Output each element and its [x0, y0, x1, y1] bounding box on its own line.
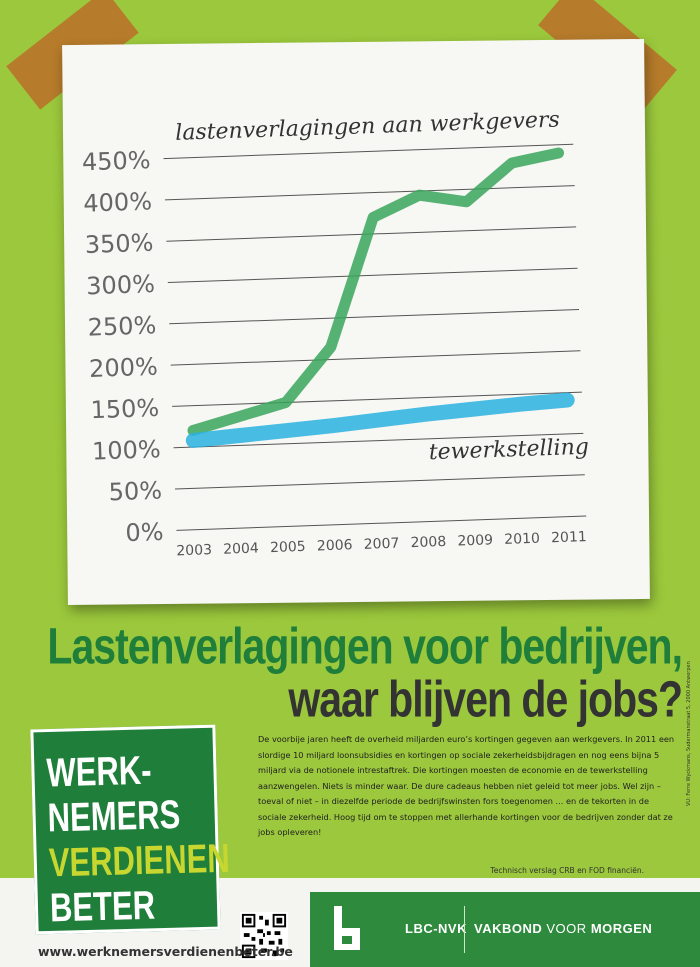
body-paragraph: De voorbije jaren heeft de overheid milj…	[258, 734, 675, 837]
campaign-badge: WERK- NEMERS VERDIENEN BETER	[30, 724, 231, 935]
y-tick-label: 300%	[86, 270, 156, 300]
x-tick-label: 2003	[176, 542, 212, 559]
logo-mark	[310, 892, 383, 967]
y-tick-label: 150%	[90, 394, 160, 424]
series-label: tewerkstelling	[428, 435, 589, 466]
chart-body: 0% 50% 100% 150% 200% 250% 300% 350% 400% 450% 200…	[81, 107, 589, 559]
series-line	[185, 392, 575, 448]
tag-part-2: VOOR	[546, 921, 587, 936]
grid-line	[169, 308, 580, 325]
tag-part-1: VAKBOND	[474, 921, 543, 936]
publisher-note: VU: Ferre Wyckmans, Sudermanstraat 5, 20…	[686, 661, 692, 806]
series-label: lastenverlagingen aan werkgevers	[175, 107, 560, 145]
y-tick-label: 100%	[92, 435, 162, 465]
x-tick-label: 2010	[504, 531, 540, 548]
grid-line	[172, 391, 582, 407]
badge-line-2: NEMERS	[47, 791, 181, 841]
y-tick-label: 250%	[87, 311, 157, 341]
union-tagline: VAKBOND VOOR MORGEN	[474, 921, 652, 936]
grid-line	[170, 350, 581, 366]
y-tick-label: 350%	[84, 229, 154, 259]
x-tick-label: 2009	[457, 532, 493, 549]
y-tick-label: 450%	[81, 146, 151, 176]
y-tick-label: 50%	[108, 476, 162, 506]
x-tick-label: 2007	[363, 536, 399, 553]
y-tick-label: 200%	[89, 353, 159, 383]
series-line	[187, 147, 565, 437]
grid-line	[164, 185, 575, 201]
y-tick-label: 0%	[125, 518, 164, 547]
x-tick-label: 2008	[410, 534, 446, 551]
badge-line-1: WERK-	[45, 747, 153, 796]
x-tick-label: 2005	[270, 539, 306, 556]
union-name: LBC-NVK	[405, 921, 467, 936]
headline-line-1: Lastenverlagingen voor bedrijven,	[47, 617, 683, 675]
grid-line	[173, 432, 584, 449]
grid-line	[176, 515, 587, 531]
grid-line	[163, 143, 574, 160]
qr-code-icon[interactable]	[240, 912, 288, 960]
logo-bar: LBC-NVK VAKBOND VOOR MORGEN	[383, 892, 700, 967]
grid-line	[167, 267, 578, 283]
y-tick-label: 400%	[83, 187, 153, 217]
line-chart: 0% 50% 100% 150% 200% 250% 300% 350% 400% 450% 200…	[81, 107, 589, 559]
logo-divider	[464, 906, 465, 953]
badge-line-3: VERDIENEN	[48, 835, 231, 886]
x-tick-label: 2004	[223, 540, 259, 557]
website-link[interactable]: www.werknemersverdienenbeter.be	[38, 944, 293, 959]
x-tick-label: 2006	[317, 537, 353, 554]
headline-line-2: waar blijven de jobs?	[288, 670, 683, 728]
grid-line	[175, 474, 585, 490]
union-logo-icon	[334, 906, 360, 950]
badge-line-4: BETER	[49, 882, 156, 931]
source-note: Technisch verslag CRB en FOD financiën.	[490, 866, 644, 875]
tag-part-3: MORGEN	[590, 921, 653, 936]
x-tick-label: 2011	[551, 529, 587, 546]
